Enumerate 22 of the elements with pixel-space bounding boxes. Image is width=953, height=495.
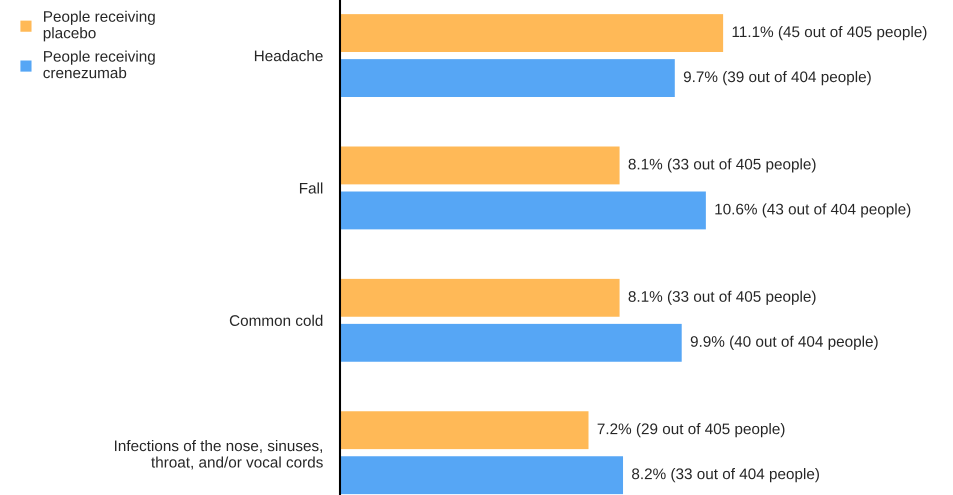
- legend-label: People receiving placebo: [44, 10, 155, 42]
- data-label: 8.2% (33 out of 404 people): [632, 468, 819, 482]
- y-tick-label: Common cold: [230, 314, 322, 326]
- data-label: 11.1% (45 out of 405 people): [732, 26, 926, 40]
- bar: [340, 456, 624, 494]
- y-tick-label: Infections of the nose, sinuses, throat, and/or vocal cords: [114, 440, 323, 470]
- data-label: 10.6% (43 out of 404 people): [715, 203, 910, 218]
- bar: [340, 14, 724, 52]
- legend-label: People receiving crenezumab: [43, 50, 155, 78]
- data-label: 8.1% (33 out of 405 people): [628, 290, 816, 305]
- data-label: 8.1% (33 out of 405 people): [628, 158, 816, 173]
- bar: [340, 411, 589, 450]
- data-label: 9.9% (40 out of 404 people): [690, 336, 878, 350]
- bar: [340, 192, 706, 230]
- bar: [340, 324, 682, 362]
- y-tick-label: Fall: [300, 182, 322, 194]
- bar: [340, 146, 620, 184]
- y-tick-label: Headache: [254, 50, 323, 62]
- data-label: 7.2% (29 out of 405 people): [598, 423, 784, 438]
- bar: [340, 59, 675, 98]
- bar: [340, 278, 620, 317]
- data-label: 9.7% (39 out of 404 people): [684, 70, 871, 86]
